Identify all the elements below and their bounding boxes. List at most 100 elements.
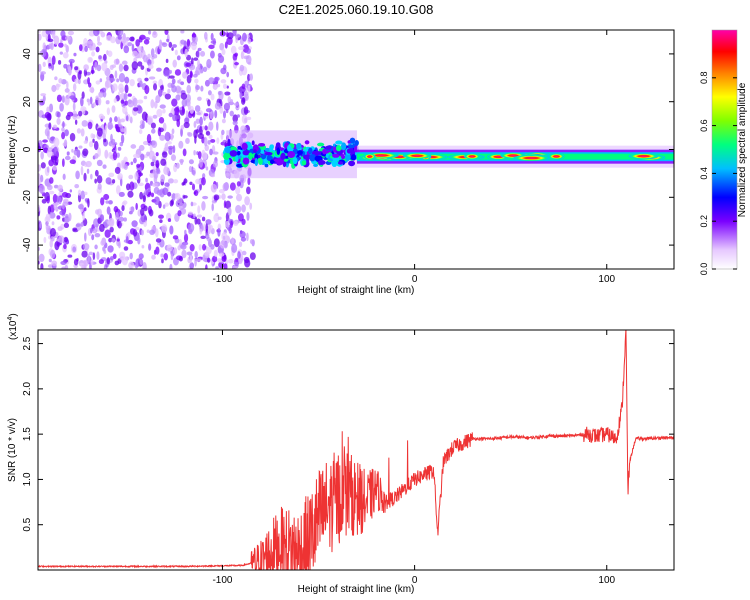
noise-speck bbox=[231, 237, 235, 245]
noise-speck bbox=[117, 220, 122, 229]
noise-speck bbox=[89, 96, 93, 105]
noise-speck bbox=[47, 264, 54, 268]
noise-speck bbox=[42, 61, 46, 68]
noise-speck bbox=[241, 204, 246, 213]
noise-speck bbox=[104, 125, 108, 135]
noise-speck bbox=[56, 94, 62, 103]
noise-speck bbox=[113, 98, 117, 103]
noise-speck bbox=[196, 214, 203, 218]
noise-speck bbox=[41, 198, 47, 204]
noise-speck bbox=[137, 236, 141, 245]
noise-speck bbox=[105, 200, 109, 204]
noise-speck bbox=[41, 30, 47, 38]
noise-speck bbox=[176, 118, 181, 128]
noise-speck bbox=[197, 49, 200, 58]
noise-speck bbox=[249, 252, 256, 261]
noise-speck bbox=[108, 200, 113, 205]
noise-speck bbox=[171, 128, 175, 135]
noise-speck bbox=[111, 64, 117, 69]
noise-speck bbox=[53, 184, 59, 189]
noise-speck bbox=[94, 232, 101, 238]
noise-speck bbox=[68, 65, 72, 73]
noise-speck bbox=[63, 243, 67, 250]
noise-speck bbox=[120, 41, 123, 50]
noise-speck bbox=[80, 96, 84, 107]
noise-speck bbox=[183, 233, 189, 243]
noise-speck bbox=[127, 100, 134, 108]
noise-speck bbox=[114, 124, 118, 129]
noise-speck bbox=[58, 191, 63, 196]
noise-speck bbox=[191, 170, 196, 175]
noise-speck bbox=[71, 148, 74, 153]
noise-speck bbox=[40, 48, 47, 58]
onset-speck bbox=[301, 160, 307, 166]
noise-speck bbox=[174, 69, 182, 76]
noise-speck bbox=[161, 224, 168, 233]
snr-frame bbox=[37, 329, 675, 571]
noise-speck bbox=[119, 211, 123, 217]
noise-speck bbox=[220, 79, 227, 84]
noise-speck bbox=[246, 116, 252, 121]
onset-speck bbox=[314, 155, 321, 162]
noise-speck bbox=[193, 120, 197, 128]
noise-speck bbox=[98, 259, 105, 265]
noise-speck bbox=[109, 226, 114, 233]
noise-speck bbox=[159, 104, 166, 109]
noise-speck bbox=[139, 259, 144, 266]
noise-speck bbox=[80, 190, 86, 200]
noise-speck bbox=[182, 71, 188, 79]
noise-speck bbox=[38, 33, 42, 41]
noise-speck bbox=[51, 221, 55, 226]
noise-speck bbox=[111, 179, 116, 184]
onset-speck bbox=[337, 161, 344, 165]
noise-speck bbox=[72, 83, 77, 92]
noise-speck bbox=[106, 107, 111, 116]
onset-speck bbox=[332, 153, 340, 158]
noise-speck bbox=[110, 154, 114, 160]
noise-speck bbox=[201, 201, 206, 211]
noise-speck bbox=[38, 30, 41, 34]
noise-speck bbox=[113, 58, 120, 66]
noise-speck bbox=[92, 102, 97, 108]
colorbar-label: Normalized spectral amplitude bbox=[737, 82, 748, 217]
noise-speck bbox=[105, 100, 110, 105]
noise-speck bbox=[56, 117, 61, 125]
noise-speck bbox=[105, 177, 112, 185]
noise-speck bbox=[49, 103, 54, 113]
noise-speck bbox=[213, 213, 220, 223]
noise-speck bbox=[196, 218, 201, 225]
snr-x-label: Height of straight line (km) bbox=[298, 584, 415, 595]
noise-speck bbox=[158, 88, 162, 98]
noise-speck bbox=[64, 155, 71, 161]
noise-speck bbox=[119, 251, 126, 259]
noise-speck bbox=[176, 55, 181, 61]
noise-speck bbox=[131, 50, 139, 58]
colorbar-gradient bbox=[711, 29, 738, 270]
noise-speck bbox=[218, 188, 225, 194]
noise-speck bbox=[178, 202, 185, 211]
noise-speck bbox=[49, 177, 54, 184]
noise-speck bbox=[212, 255, 218, 263]
noise-speck bbox=[199, 228, 203, 235]
spectrogram-x-tick-label: 100 bbox=[598, 274, 615, 285]
noise-speck bbox=[243, 106, 249, 115]
noise-speck bbox=[118, 30, 124, 37]
noise-speck bbox=[238, 46, 245, 51]
noise-speck bbox=[145, 177, 148, 183]
noise-speck bbox=[167, 191, 172, 197]
noise-speck bbox=[129, 78, 135, 87]
noise-speck bbox=[51, 30, 56, 39]
noise-speck bbox=[131, 220, 138, 228]
snr-y-tick-label: 2.5 bbox=[22, 336, 33, 350]
noise-speck bbox=[69, 132, 76, 142]
noise-speck bbox=[189, 105, 194, 114]
noise-speck bbox=[38, 253, 45, 263]
noise-speck bbox=[235, 186, 241, 195]
noise-speck bbox=[190, 201, 194, 207]
noise-speck bbox=[51, 84, 57, 93]
noise-speck bbox=[102, 164, 107, 169]
noise-speck bbox=[77, 189, 82, 196]
onset-speck bbox=[297, 150, 303, 155]
onset-speck bbox=[269, 159, 275, 165]
onset-speck bbox=[229, 150, 238, 157]
